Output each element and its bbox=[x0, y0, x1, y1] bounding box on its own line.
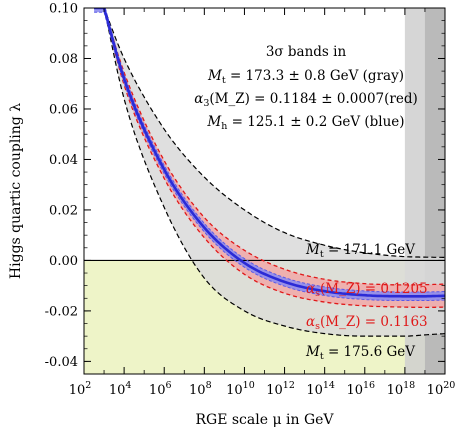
plot-area bbox=[83, 7, 446, 375]
x-tick-label-8: 1018 bbox=[387, 380, 416, 398]
label-mt-high: Mt = 175.6 GeV bbox=[305, 344, 415, 362]
x-tick-label-2: 106 bbox=[149, 380, 172, 398]
y-tick-label-1: 0.08 bbox=[49, 52, 78, 67]
legend-line-1: 3σ bands in bbox=[266, 44, 347, 60]
x-tick-label-7: 1016 bbox=[346, 380, 375, 398]
label-as-high: αs(M_Z) = 0.1205 bbox=[306, 281, 428, 299]
y-tick-label-6: -0.02 bbox=[45, 304, 78, 319]
mh-band-upper-edge bbox=[104, 8, 445, 293]
axis-ticks: 102 104 106 108 1010 1012 1014 1016 1018 1020 0.10… bbox=[45, 2, 456, 399]
series-line-mt-high bbox=[94, 8, 445, 337]
y-tick-label-0: 0.10 bbox=[49, 2, 78, 17]
label-as-low: αs(M_Z) = 0.1163 bbox=[306, 314, 428, 332]
x-tick-label-6: 1014 bbox=[306, 380, 335, 398]
x-tick-label-0: 102 bbox=[69, 380, 92, 398]
x-tick-label-3: 108 bbox=[189, 380, 212, 398]
legend-line-4: Mh = 125.1 ± 0.2 GeV (blue) bbox=[206, 114, 404, 132]
series-line-as-low bbox=[94, 8, 445, 309]
y-tick-label-5: 0.00 bbox=[49, 254, 78, 269]
series-line-central bbox=[94, 8, 445, 298]
y-tick-label-2: 0.06 bbox=[49, 102, 78, 117]
annotations: RGE scale μ in GeV Higgs quartic coupling… bbox=[8, 44, 428, 428]
mh-band-lower-edge bbox=[94, 11, 445, 301]
series-line-mt-low bbox=[94, 8, 445, 258]
legend-line-3: α3(M_Z) = 0.1184 ± 0.0007(red) bbox=[194, 91, 418, 109]
x-tick-label-4: 1010 bbox=[226, 380, 255, 398]
legend-line-2: Mt = 173.3 ± 0.8 GeV (gray) bbox=[207, 68, 404, 86]
x-axis-title: RGE scale μ in GeV bbox=[195, 412, 334, 428]
mt-gray-band bbox=[94, 8, 445, 337]
y-tick-label-4: 0.02 bbox=[49, 203, 78, 218]
x-tick-label-5: 1012 bbox=[266, 380, 295, 398]
x-tick-label-9: 1020 bbox=[427, 380, 456, 398]
y-tick-label-3: 0.04 bbox=[49, 153, 78, 168]
y-tick-label-7: -0.04 bbox=[45, 355, 78, 370]
series-line-as-high bbox=[94, 8, 445, 286]
x-tick-label-1: 104 bbox=[109, 380, 132, 398]
y-axis-title: Higgs quartic coupling λ bbox=[8, 103, 24, 279]
label-mt-low: Mt = 171.1 GeV bbox=[305, 242, 415, 260]
plot-clip-group bbox=[84, 8, 445, 374]
